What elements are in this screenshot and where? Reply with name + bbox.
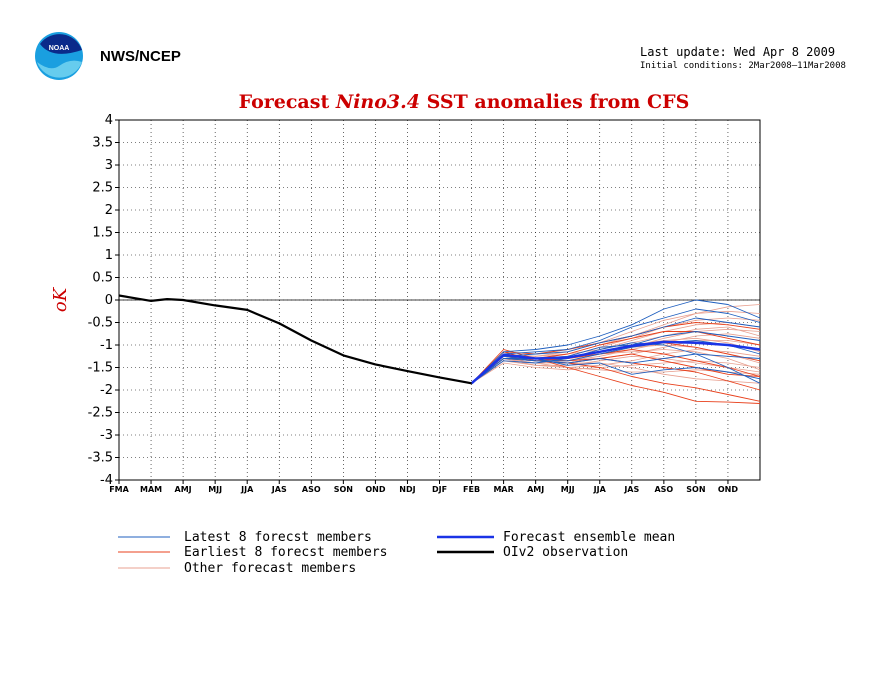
y-axis-label: oK bbox=[50, 286, 71, 312]
logo-bird bbox=[40, 34, 82, 54]
chart-title-part-1: Forecast bbox=[239, 91, 336, 113]
x-tick-label-9: NDJ bbox=[399, 485, 415, 494]
y-tick-label-4: 2 bbox=[105, 203, 113, 218]
chart-title-part-2: Nino3.4 bbox=[335, 91, 420, 113]
x-tick-label-8: OND bbox=[365, 485, 385, 494]
x-tick-label-4: JJA bbox=[240, 485, 254, 494]
y-tick-label-8: 0 bbox=[105, 293, 113, 308]
y-tick-label-9: -0.5 bbox=[88, 316, 113, 331]
latest-member-line-0 bbox=[471, 299, 761, 384]
chart-title: Forecast Nino3.4 SST anomalies from CFS bbox=[239, 91, 690, 113]
y-tick-label-3: 2.5 bbox=[92, 181, 113, 196]
y-tick-label-0: 4 bbox=[105, 113, 113, 128]
x-tick-label-2: AMJ bbox=[175, 485, 192, 494]
latest-member-line-1 bbox=[471, 308, 761, 384]
latest-member-line-2 bbox=[471, 317, 761, 384]
chart-title-part-3: SST anomalies from CFS bbox=[420, 91, 689, 113]
x-tick-label-19: OND bbox=[718, 485, 738, 494]
x-tick-label-14: MJJ bbox=[561, 485, 575, 494]
legend-label-latest: Latest 8 forecst members bbox=[184, 530, 372, 545]
x-tick-label-17: ASO bbox=[654, 485, 673, 494]
y-tick-label-13: -2.5 bbox=[88, 406, 113, 421]
x-tick-label-7: SON bbox=[334, 485, 353, 494]
observation-line bbox=[118, 294, 472, 385]
noaa-logo: NOAA bbox=[35, 32, 83, 80]
legend-label-observation: OIv2 observation bbox=[503, 545, 628, 560]
x-tick-label-1: MAM bbox=[140, 485, 162, 494]
other-member-line-1 bbox=[471, 310, 761, 384]
y-tick-label-1: 3.5 bbox=[92, 136, 113, 151]
y-tick-label-14: -3 bbox=[100, 428, 113, 443]
x-tick-label-15: JJA bbox=[593, 485, 607, 494]
x-tick-label-16: JAS bbox=[623, 485, 639, 494]
y-tick-label-5: 1.5 bbox=[92, 226, 113, 241]
y-tick-label-7: 0.5 bbox=[92, 271, 113, 286]
y-tick-label-16: -4 bbox=[100, 473, 113, 488]
ensemble-mean-line bbox=[470, 340, 761, 385]
legend-label-earliest: Earliest 8 forecst members bbox=[184, 545, 388, 560]
y-tick-label-15: -3.5 bbox=[88, 451, 113, 466]
initial-conditions: Initial conditions: 2Mar2008—11Mar2008 bbox=[640, 61, 846, 71]
x-tick-label-12: MAR bbox=[493, 485, 513, 494]
x-tick-label-13: AMJ bbox=[527, 485, 544, 494]
x-tick-label-3: MJJ bbox=[208, 485, 222, 494]
latest-member-line-7 bbox=[471, 342, 761, 384]
legend: Latest 8 forecst members Earliest 8 fore… bbox=[118, 530, 675, 576]
x-tick-label-6: ASO bbox=[302, 485, 321, 494]
y-tick-label-11: -1.5 bbox=[88, 361, 113, 376]
x-tick-label-18: SON bbox=[686, 485, 705, 494]
earliest-member-line-0 bbox=[471, 349, 761, 404]
plot-area: 4 3.5 3 2.5 2 1.5 1 0.5 0 -0.5 -1 -1.5 -2 -2.5 -3 -3.5 -… bbox=[88, 113, 761, 494]
other-member-line-7 bbox=[471, 360, 761, 384]
x-tick-label-11: FEB bbox=[463, 485, 480, 494]
logo-wave bbox=[37, 60, 82, 78]
y-tick-label-6: 1 bbox=[105, 248, 113, 263]
x-tick-label-10: DJF bbox=[432, 485, 447, 494]
legend-label-other: Other forecast members bbox=[184, 561, 356, 576]
y-tick-label-10: -1 bbox=[100, 338, 113, 353]
x-tick-label-0: FMA bbox=[109, 485, 129, 494]
logo-text: NOAA bbox=[49, 45, 70, 52]
y-tick-label-12: -2 bbox=[100, 383, 113, 398]
agency-name: NWS/NCEP bbox=[100, 48, 181, 65]
latest-member-line-5 bbox=[471, 353, 761, 384]
legend-label-mean: Forecast ensemble mean bbox=[503, 530, 675, 545]
last-update: Last update: Wed Apr 8 2009 bbox=[640, 45, 835, 59]
y-tick-label-2: 3 bbox=[105, 158, 113, 173]
x-tick-label-5: JAS bbox=[271, 485, 287, 494]
